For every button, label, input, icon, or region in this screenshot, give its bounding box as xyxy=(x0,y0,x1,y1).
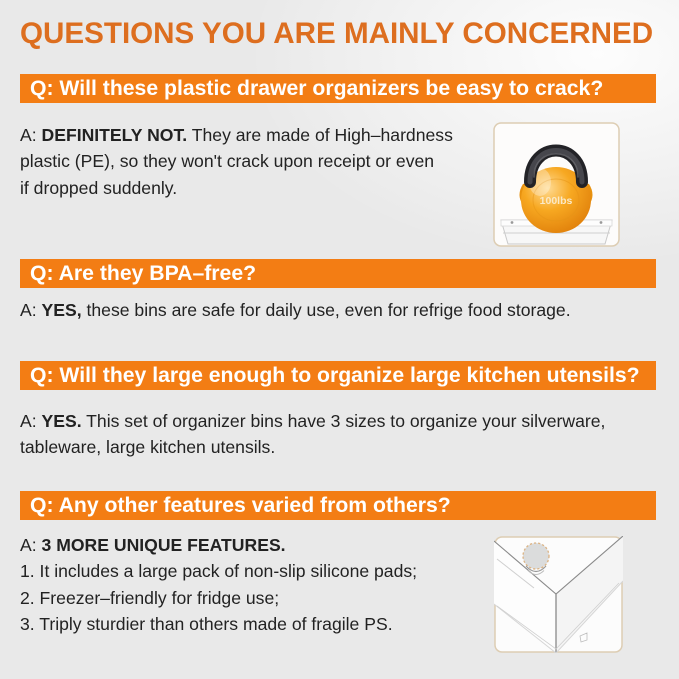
svg-text:100lbs: 100lbs xyxy=(540,195,573,207)
